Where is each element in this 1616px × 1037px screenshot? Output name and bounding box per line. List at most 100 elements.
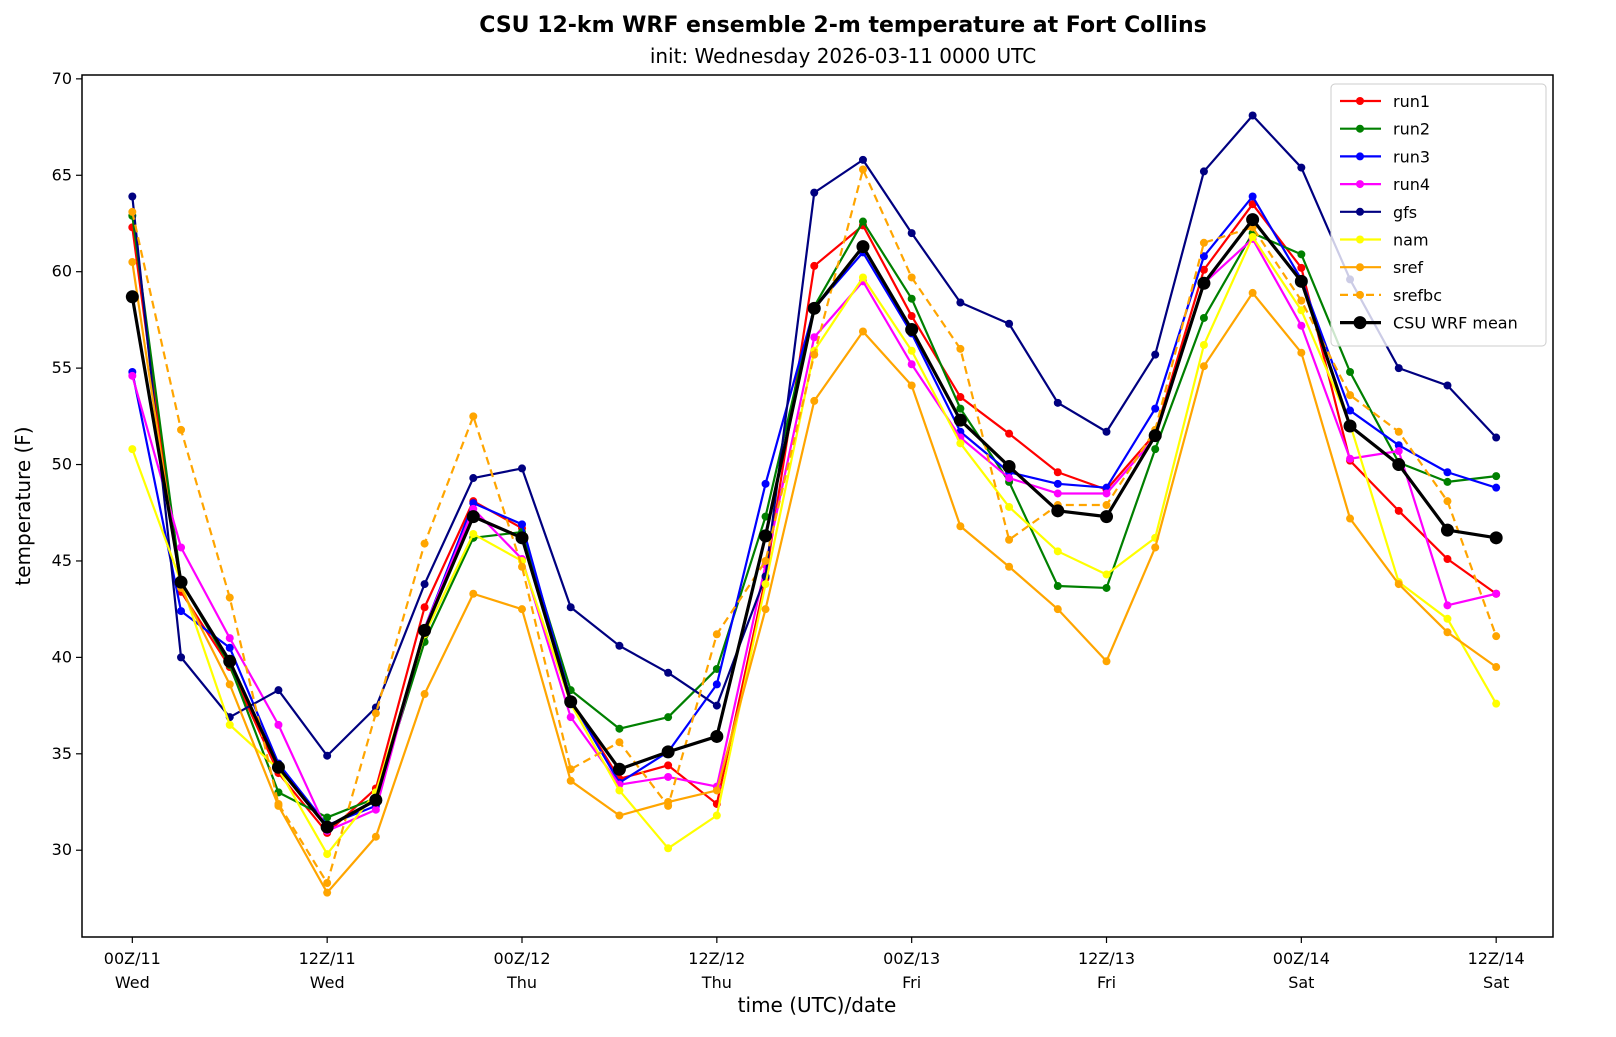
y-tick-label: 55 xyxy=(52,358,72,377)
series-line-run3 xyxy=(131,195,1497,827)
data-point-csu-wrf-mean xyxy=(759,529,773,543)
data-point-csu-wrf-mean xyxy=(1343,419,1357,433)
data-point-run4 xyxy=(566,713,575,722)
data-point-srefbc xyxy=(858,165,867,174)
data-point-sref xyxy=(225,680,234,689)
x-axis-label: time (UTC)/date xyxy=(738,993,897,1017)
data-point-srefbc xyxy=(323,879,332,888)
data-point-csu-wrf-mean xyxy=(466,510,480,524)
data-point-csu-wrf-mean xyxy=(418,623,432,637)
legend-item-csu-wrf-mean: CSU WRF mean xyxy=(1340,314,1518,333)
data-point-nam xyxy=(761,580,770,589)
data-point-sref xyxy=(1492,663,1501,672)
x-tick-label-time: 00Z/12 xyxy=(493,949,550,968)
legend-item-srefbc: srefbc xyxy=(1340,286,1442,305)
data-point-run1 xyxy=(907,312,916,321)
x-tick-label-time: 12Z/14 xyxy=(1468,949,1525,968)
chart-title: CSU 12-km WRF ensemble 2-m temperature a… xyxy=(479,13,1206,38)
legend-item-gfs: gfs xyxy=(1340,203,1417,222)
x-tick-label-day: Thu xyxy=(506,973,537,992)
data-point-run2 xyxy=(956,404,965,413)
data-point-run3 xyxy=(1151,404,1160,413)
data-point-run1 xyxy=(1248,200,1257,209)
x-tick-label-time: 12Z/11 xyxy=(299,949,356,968)
series-run4 xyxy=(128,234,1501,835)
data-point-run3 xyxy=(712,680,721,689)
legend-swatch-marker xyxy=(1356,263,1364,272)
data-point-srefbc xyxy=(810,350,819,359)
data-point-srefbc xyxy=(1199,238,1208,247)
data-point-gfs xyxy=(566,603,575,612)
data-point-run2 xyxy=(664,713,673,722)
x-tick-label-day: Wed xyxy=(310,973,345,992)
data-point-run3 xyxy=(225,643,234,652)
legend-label: sref xyxy=(1393,258,1423,277)
series-nam xyxy=(128,232,1501,859)
data-point-run4 xyxy=(1492,589,1501,598)
data-point-run3 xyxy=(1346,406,1355,415)
data-point-srefbc xyxy=(956,344,965,353)
data-point-csu-wrf-mean xyxy=(271,760,285,774)
data-point-run1 xyxy=(1199,265,1208,274)
data-point-run2 xyxy=(712,664,721,673)
data-point-run4 xyxy=(664,772,673,781)
data-point-csu-wrf-mean xyxy=(856,240,870,254)
legend-label: gfs xyxy=(1393,203,1417,222)
data-point-run1 xyxy=(1297,263,1306,272)
data-point-srefbc xyxy=(274,799,283,808)
data-point-csu-wrf-mean xyxy=(710,729,724,743)
axes-frame xyxy=(81,74,1554,938)
data-point-gfs xyxy=(1005,319,1014,328)
legend-label: run1 xyxy=(1393,92,1430,111)
data-point-run2 xyxy=(615,724,624,733)
data-point-run4 xyxy=(371,805,380,814)
legend-swatch-marker xyxy=(1356,152,1364,161)
y-tick-label: 45 xyxy=(52,551,72,570)
data-point-gfs xyxy=(128,192,137,201)
data-point-run1 xyxy=(1394,506,1403,515)
legend-swatch-marker xyxy=(1356,235,1364,244)
plot-area xyxy=(81,74,1554,938)
data-point-sref xyxy=(371,832,380,841)
y-tick-label: 70 xyxy=(52,69,72,88)
data-point-sref xyxy=(761,605,770,614)
legend-label: CSU WRF mean xyxy=(1393,314,1518,333)
data-point-sref xyxy=(420,690,429,699)
y-tick-label: 35 xyxy=(52,744,72,763)
legend-swatch-marker xyxy=(1356,97,1364,105)
data-point-nam xyxy=(1492,699,1501,708)
data-point-srefbc xyxy=(469,412,478,421)
x-tick-label-day: Fri xyxy=(902,973,921,992)
data-point-run2 xyxy=(907,294,916,303)
data-point-run3 xyxy=(469,499,478,508)
x-tick-label-day: Thu xyxy=(701,973,732,992)
data-point-sref xyxy=(956,522,965,531)
data-point-gfs xyxy=(469,474,478,483)
data-point-sref xyxy=(858,327,867,336)
data-point-gfs xyxy=(323,751,332,760)
data-point-nam xyxy=(1199,340,1208,349)
x-tick-label-time: 00Z/14 xyxy=(1273,949,1330,968)
data-point-run4 xyxy=(810,333,819,342)
legend-item-run1: run1 xyxy=(1340,92,1430,111)
data-point-sref xyxy=(1053,605,1062,614)
data-point-csu-wrf-mean xyxy=(564,695,578,709)
data-point-run1 xyxy=(810,261,819,270)
legend-label: run3 xyxy=(1393,147,1430,166)
data-point-srefbc xyxy=(1492,632,1501,641)
y-tick-label: 50 xyxy=(52,455,72,474)
data-point-run3 xyxy=(1394,441,1403,450)
data-point-csu-wrf-mean xyxy=(1489,531,1503,545)
data-point-nam xyxy=(1005,502,1014,511)
data-point-gfs xyxy=(907,229,916,238)
data-point-nam xyxy=(128,445,137,454)
data-point-run4 xyxy=(225,634,234,643)
y-axis-label: temperature (F) xyxy=(11,426,35,585)
data-point-sref xyxy=(1248,288,1257,297)
legend-swatch-marker xyxy=(1356,180,1364,189)
legend-swatch-marker xyxy=(1356,207,1364,216)
data-point-sref xyxy=(469,589,478,598)
data-point-nam xyxy=(1248,232,1257,241)
x-tick-label-time: 12Z/12 xyxy=(688,949,745,968)
x-tick-label-time: 00Z/11 xyxy=(104,949,161,968)
